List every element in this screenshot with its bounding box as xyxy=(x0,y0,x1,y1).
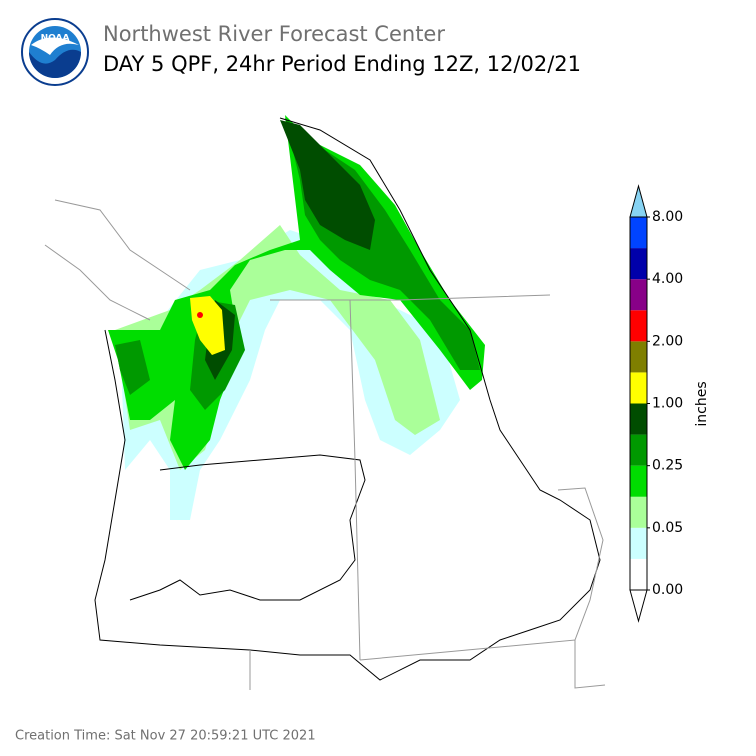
colorbar-segment xyxy=(630,558,647,590)
colorbar-segment xyxy=(630,403,647,435)
map xyxy=(44,115,606,690)
colorbar-under xyxy=(629,589,648,623)
colorbar-label: inches xyxy=(694,381,710,426)
colorbar-segment xyxy=(630,341,647,373)
colorbar-over xyxy=(629,184,648,218)
colorbar-tick-label: 4.00 xyxy=(652,271,683,287)
creation-time: Creation Time: Sat Nov 27 20:59:21 UTC 2… xyxy=(15,729,316,744)
colorbar-segment xyxy=(630,248,647,280)
colorbar-segment xyxy=(630,310,647,342)
logo-text: NOAA xyxy=(41,34,70,44)
colorbar-segment xyxy=(630,434,647,466)
colorbar-tick-label: 8.00 xyxy=(652,209,683,225)
colorbar-tick-label: 2.00 xyxy=(652,333,683,349)
colorbar-tick-label: 1.00 xyxy=(652,396,683,412)
colorbar-segment xyxy=(630,527,647,559)
colorbar-segment xyxy=(630,465,647,497)
colorbar-segment xyxy=(630,279,647,311)
noaa-logo: NOAA xyxy=(21,18,89,86)
colorbar-tick-label: 0.00 xyxy=(652,582,683,598)
colorbar-tick-label: 0.05 xyxy=(652,520,683,536)
colorbar-tick-label: 0.25 xyxy=(652,458,683,474)
colorbar-segment xyxy=(630,496,647,528)
colorbar-segment xyxy=(630,372,647,404)
colorbar-segment xyxy=(630,217,647,249)
colorbar: 0.00 0.05 0.25 1.00 2.00 4.00 8.00 xyxy=(629,184,683,623)
subtitle: DAY 5 QPF, 24hr Period Ending 12Z, 12/02… xyxy=(103,52,581,76)
title: Northwest River Forecast Center xyxy=(103,22,445,46)
